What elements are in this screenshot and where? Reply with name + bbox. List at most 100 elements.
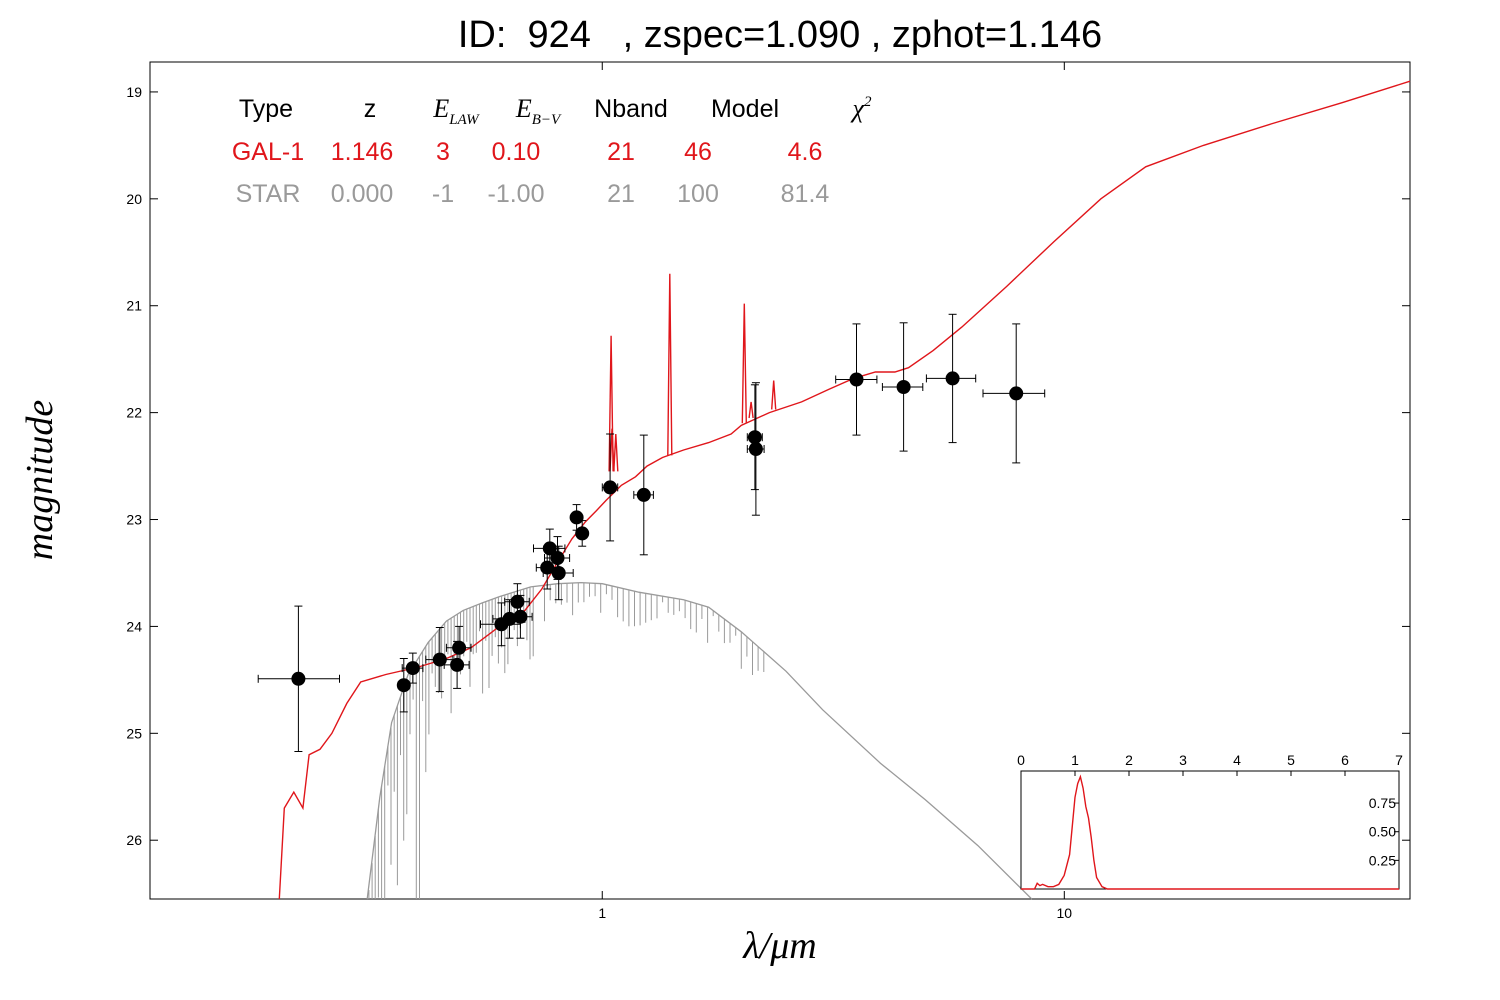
photometry-point [401,652,424,684]
photometry-point [633,434,654,556]
inset-x-tick-label: 0 [1017,752,1025,768]
inset-x-tick-label: 1 [1071,752,1079,768]
table-header-main: z [364,95,377,123]
photometry-point [835,323,878,436]
star-model-curve [366,581,1033,900]
emission-line [771,380,777,410]
y-tick-label: 23 [126,512,142,528]
inset-x-tick-label: 4 [1233,752,1241,768]
emission-line [741,303,747,424]
table-cell: 81.4 [781,180,830,208]
data-marker [575,526,590,541]
y-tick-label: 20 [126,191,142,207]
table-header-subscript: LAW [448,112,480,128]
emission-line [748,401,754,419]
photometry-point [925,313,977,444]
inset-y-tick-label: 0.50 [1369,824,1396,840]
photometry-point [257,605,340,752]
inset-y-tick-label: 0.75 [1369,795,1396,811]
x-tick-label: 10 [1057,905,1073,921]
photometry-point [746,382,765,516]
table-cell: 4.6 [788,138,823,166]
data-marker [432,652,447,667]
photometry-point [542,545,574,601]
photometry-point [492,599,526,639]
photometry-point [396,658,411,713]
y-axis-label-group: magnitude [19,400,61,561]
table-header-4: Nband [594,95,668,123]
inset-x-tick-label: 6 [1341,752,1349,768]
redshift-pdf-inset: 0 1 2 3 4 5 6 7 0.25 0.50 0.75 [1017,752,1403,890]
emission-line [608,335,614,472]
y-tick-label: 24 [126,618,142,634]
y-tick-label: 25 [126,725,142,741]
table-header-2: ELAW [432,94,480,128]
y-axis-label: magnitude [19,400,61,561]
inset-x-tick-label: 2 [1125,752,1133,768]
table-header-0: Type [239,95,293,123]
data-marker [569,510,584,525]
photometry-point [425,627,454,693]
inset-pdf-curve [1021,774,1399,890]
data-marker [513,609,528,624]
star-model-layer [366,581,1033,900]
data-marker [747,430,762,445]
table-cell: STAR [236,180,301,208]
data-marker [945,371,960,386]
y-tick-label: 22 [126,405,142,421]
photometry-point [575,520,590,547]
table-cell: 0.10 [492,138,541,166]
emission-line [613,433,619,472]
photometry-point [746,384,763,491]
table-header-3: EB−V [515,94,562,128]
table-header-1: z [364,95,377,123]
data-marker [450,657,465,672]
data-marker [396,678,411,693]
data-marker [405,661,420,676]
table-header-superscript: 2 [864,94,872,110]
table-header-main: Type [239,95,293,123]
data-marker [542,541,557,556]
inset-frame [1020,770,1400,890]
inset-x-tick-label: 7 [1395,752,1403,768]
table-cell: GAL-1 [232,138,304,166]
galaxy-model-curve [278,80,1411,900]
table-cell: 21 [607,180,635,208]
data-marker [291,671,306,686]
table-header-main: E [515,94,532,123]
data-marker [849,372,864,387]
table-cell: 46 [684,138,712,166]
data-marker [452,640,467,655]
table-header-main: E [432,94,449,123]
photometry-point [533,528,566,569]
x-axis-label: λ/μm [742,925,817,967]
data-marker [1009,386,1024,401]
data-marker [550,551,565,565]
table-header-main: Nband [594,95,668,123]
photometry-point [445,625,472,670]
table-header-main: Model [711,95,779,123]
table-cell: -1 [432,180,454,208]
table-cell: 100 [677,180,719,208]
emission-line [609,428,615,472]
data-marker [510,594,525,609]
y-tick-label: 21 [126,298,142,314]
inset-x-tick-label: 5 [1287,752,1295,768]
photometry-point [507,594,533,639]
data-marker [896,380,911,394]
table-cell: -1.00 [488,180,545,208]
data-marker [551,566,566,580]
emission-line [667,273,673,456]
y-tick-label: 26 [126,832,142,848]
photometry-layer [257,313,1046,752]
table-cell: 0.000 [331,180,394,208]
data-marker [603,480,618,495]
data-marker [502,611,517,626]
data-marker [636,487,651,502]
x-tick-label: 1 [598,905,606,921]
galaxy-model-layer [278,80,1411,900]
photometry-point [982,323,1046,464]
table-header-subscript: B−V [532,112,562,128]
